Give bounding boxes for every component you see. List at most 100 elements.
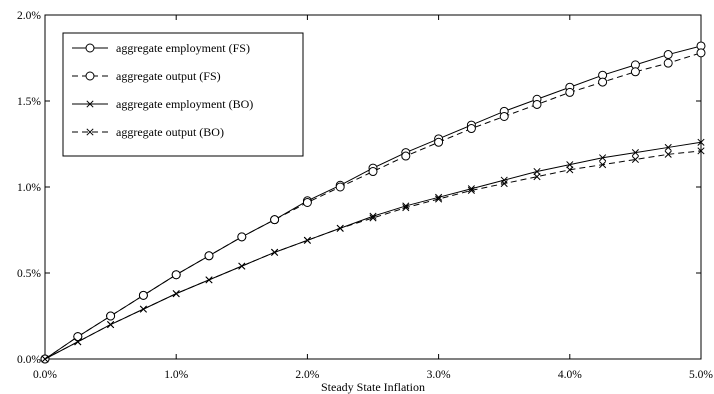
legend-entry: aggregate employment (BO)	[72, 97, 253, 111]
x-marker-stroke	[664, 150, 672, 158]
series-line	[44, 150, 702, 360]
x-marker-stroke	[369, 214, 377, 222]
series-line	[44, 52, 702, 360]
circle-marker	[565, 87, 575, 97]
circle-marker	[466, 124, 476, 134]
x-marker	[664, 143, 672, 151]
x-marker	[533, 173, 541, 181]
x-tick-label: 1.0%	[164, 369, 188, 381]
x-marker	[402, 204, 410, 212]
x-marker	[467, 186, 475, 194]
x-marker-stroke	[500, 180, 508, 188]
x-marker-stroke	[402, 202, 410, 210]
x-marker-stroke	[631, 149, 639, 157]
x-marker	[74, 338, 82, 346]
circle-marker	[335, 182, 345, 192]
y-tick-label: 1.5%	[17, 96, 41, 108]
x-marker-stroke	[86, 100, 94, 108]
circle-marker	[237, 232, 247, 242]
x-marker	[500, 180, 508, 188]
x-marker	[599, 161, 607, 169]
x-marker-stroke	[500, 176, 508, 184]
x-marker	[697, 138, 705, 146]
x-marker	[86, 100, 94, 108]
x-marker-stroke	[697, 138, 705, 146]
x-tick-label: 4.0%	[558, 369, 582, 381]
circle-marker	[138, 290, 148, 300]
x-marker-stroke	[303, 236, 311, 244]
circle-marker	[598, 77, 608, 87]
legend-label: aggregate output (BO)	[116, 125, 224, 139]
y-tick-label: 0.5%	[17, 268, 41, 280]
x-marker-stroke	[533, 173, 541, 181]
x-marker	[631, 155, 639, 164]
x-marker	[238, 262, 246, 270]
x-marker	[402, 202, 410, 210]
circle-marker	[696, 48, 706, 58]
x-marker	[467, 185, 475, 193]
x-marker-stroke	[41, 355, 49, 363]
y-tick-label: 2.0%	[17, 10, 41, 22]
series-2	[40, 48, 706, 364]
circle-marker	[663, 58, 673, 68]
x-marker-stroke	[467, 185, 475, 193]
series-layer	[40, 41, 706, 364]
x-marker	[599, 154, 607, 162]
x-marker-stroke	[205, 276, 213, 284]
x-marker	[697, 147, 705, 155]
x-marker-stroke	[467, 186, 475, 194]
legend-entry: aggregate employment (FS)	[72, 41, 250, 55]
circle-marker	[434, 137, 444, 147]
circle-marker	[73, 332, 83, 342]
x-marker-stroke	[74, 338, 82, 346]
x-marker	[139, 305, 147, 313]
x-marker-stroke	[566, 166, 574, 174]
y-tick-label: 1.0%	[17, 182, 41, 194]
x-marker	[533, 167, 541, 176]
x-marker	[664, 150, 672, 158]
x-marker-stroke	[631, 155, 639, 164]
x-marker-stroke	[533, 167, 541, 176]
x-marker-stroke	[566, 161, 574, 169]
x-marker-stroke	[336, 224, 344, 232]
x-marker	[172, 290, 180, 298]
x-marker	[271, 248, 279, 256]
x-marker	[336, 224, 344, 232]
legend-label: aggregate employment (BO)	[116, 97, 253, 111]
x-marker	[500, 176, 508, 184]
x-marker	[435, 195, 443, 203]
x-marker	[86, 128, 94, 136]
x-tick-label: 0.0%	[33, 369, 57, 381]
circle-marker	[302, 197, 312, 207]
circle-marker	[204, 251, 214, 261]
x-marker-stroke	[238, 262, 246, 270]
axis-ticks: 0.0% 1.0% 2.0% 3.0% 4.0% 5.0% 0.0% 0.5% 1.0% 1.5%…	[17, 10, 713, 381]
circle-marker	[401, 151, 411, 161]
circle-marker	[630, 67, 640, 77]
x-marker-stroke	[435, 195, 443, 203]
legend-label: aggregate output (FS)	[116, 69, 221, 83]
x-marker-stroke	[599, 154, 607, 162]
series-4	[41, 147, 705, 363]
x-marker-stroke	[697, 147, 705, 155]
x-axis-title: Steady State Inflation	[321, 380, 425, 394]
x-marker-stroke	[86, 128, 94, 136]
y-tick-label: 0.0%	[17, 354, 41, 366]
x-marker	[107, 321, 115, 329]
circle-marker	[368, 167, 378, 177]
x-tick-label: 5.0%	[689, 369, 713, 381]
circle-marker	[171, 270, 181, 280]
x-marker	[205, 276, 213, 284]
legend-entry: aggregate output (FS)	[72, 69, 221, 83]
x-marker	[566, 166, 574, 174]
circle-marker	[85, 71, 95, 81]
x-marker-stroke	[172, 290, 180, 298]
circle-marker	[106, 311, 116, 321]
x-marker	[303, 236, 311, 244]
x-marker-stroke	[664, 143, 672, 151]
circle-marker	[270, 215, 280, 225]
legend-entry: aggregate output (BO)	[72, 125, 224, 139]
circle-marker	[85, 43, 95, 53]
circle-marker	[663, 50, 673, 60]
